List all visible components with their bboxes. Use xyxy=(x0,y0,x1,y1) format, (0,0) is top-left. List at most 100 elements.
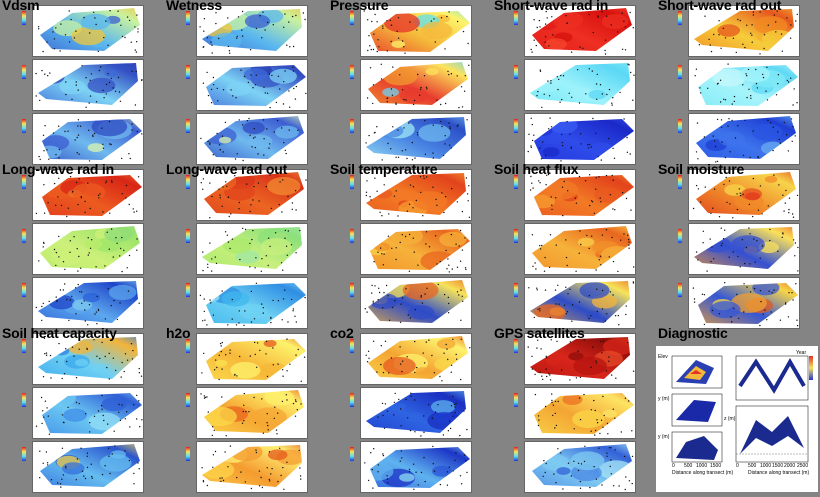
colorbar xyxy=(678,283,682,297)
colorbar xyxy=(678,229,682,243)
colorbar xyxy=(186,229,190,243)
colorbar xyxy=(350,175,354,189)
plot-tile: Long-wave rad out xyxy=(164,161,326,329)
map-panel xyxy=(678,277,800,329)
colorbar xyxy=(514,175,518,189)
colorbar xyxy=(514,393,518,407)
map-panel xyxy=(514,5,636,57)
plot-tile: co2 xyxy=(328,325,490,493)
map-panel xyxy=(186,387,308,439)
diag-ylabel: y (m) xyxy=(658,396,670,402)
colorbar xyxy=(22,283,26,297)
plot-tile: Soil temperature xyxy=(328,161,490,329)
map-panel xyxy=(186,113,308,165)
colorbar xyxy=(22,175,26,189)
colorbar xyxy=(514,447,518,461)
tile-title: Soil moisture xyxy=(658,161,745,177)
colorbar xyxy=(22,393,26,407)
plot-tile: Long-wave rad in xyxy=(0,161,162,329)
colorbar xyxy=(186,447,190,461)
map-panel xyxy=(350,441,472,493)
tile-title: Long-wave rad in xyxy=(2,161,114,177)
colorbar xyxy=(186,339,190,353)
colorbar xyxy=(350,119,354,133)
map-panel xyxy=(186,333,308,385)
colorbar xyxy=(514,229,518,243)
colorbar xyxy=(678,175,682,189)
tile-title: Soil heat capacity xyxy=(2,325,117,341)
colorbar xyxy=(514,283,518,297)
x-tick: 1500 xyxy=(772,463,784,469)
map-panel xyxy=(22,441,144,493)
tile-title: Short-wave rad in xyxy=(494,0,609,13)
tile-title: Short-wave rad out xyxy=(658,0,782,13)
plot-tile: Wetness xyxy=(164,0,326,165)
map-panel xyxy=(678,223,800,275)
colorbar xyxy=(514,11,518,25)
plot-tile: h2o xyxy=(164,325,326,493)
map-panel xyxy=(22,387,144,439)
plot-tile: Pressure xyxy=(328,0,490,165)
diag-legend: Year xyxy=(796,350,807,356)
map-panel xyxy=(186,441,308,493)
x-tick: 2000 xyxy=(784,463,796,469)
x-tick: 2500 xyxy=(797,463,809,469)
colorbar xyxy=(350,11,354,25)
tile-title: Wetness xyxy=(166,0,222,13)
plot-tile: Short-wave rad in xyxy=(492,0,654,165)
tile-title: Soil temperature xyxy=(330,161,438,177)
tile-title: co2 xyxy=(330,325,354,341)
colorbar xyxy=(186,65,190,79)
map-panel xyxy=(350,5,472,57)
map-panel xyxy=(678,5,800,57)
map-panel xyxy=(22,113,144,165)
colorbar xyxy=(186,283,190,297)
tile-title: Pressure xyxy=(330,0,389,13)
tile-title: Long-wave rad out xyxy=(166,161,288,177)
colorbar xyxy=(350,229,354,243)
map-panel xyxy=(22,5,144,57)
tile-title: Vdsm xyxy=(2,0,40,13)
colorbar xyxy=(678,119,682,133)
x-tick: 1000 xyxy=(760,463,772,469)
diag-ylabel: z (m) xyxy=(724,416,736,422)
plot-tile: Short-wave rad out xyxy=(656,0,818,165)
colorbar xyxy=(514,119,518,133)
colorbar xyxy=(22,11,26,25)
map-panel xyxy=(514,169,636,221)
map-panel xyxy=(186,223,308,275)
colorbar xyxy=(350,283,354,297)
plot-tile: Soil heat capacity xyxy=(0,325,162,493)
colorbar xyxy=(350,447,354,461)
colorbar xyxy=(186,175,190,189)
tile-title: GPS satellites xyxy=(494,325,585,341)
plot-tile: Vdsm xyxy=(0,0,162,165)
map-panel xyxy=(678,169,800,221)
tile-title: Diagnostic xyxy=(658,325,728,341)
colorbar xyxy=(678,11,682,25)
map-panel xyxy=(350,387,472,439)
map-panel xyxy=(678,59,800,111)
map-panel xyxy=(186,59,308,111)
colorbar xyxy=(22,339,26,353)
map-panel xyxy=(350,223,472,275)
map-panel xyxy=(186,277,308,329)
colorbar xyxy=(350,393,354,407)
map-panel xyxy=(514,277,636,329)
colorbar xyxy=(22,119,26,133)
colorbar xyxy=(678,65,682,79)
plot-tile: Soil heat flux xyxy=(492,161,654,329)
map-panel xyxy=(514,441,636,493)
map-panel xyxy=(350,333,472,385)
diagnostic-panel: Elev y (m) y (m) z (m) Year 0 500 1000 1… xyxy=(656,346,820,492)
x-tick: 1000 xyxy=(696,463,708,469)
colorbar xyxy=(22,229,26,243)
tile-title: h2o xyxy=(166,325,191,341)
colorbar xyxy=(350,65,354,79)
plot-tile: GPS satellites xyxy=(492,325,654,493)
map-panel xyxy=(514,223,636,275)
map-panel xyxy=(678,113,800,165)
colorbar xyxy=(22,65,26,79)
map-panel xyxy=(514,113,636,165)
x-tick: 0 xyxy=(736,463,739,469)
